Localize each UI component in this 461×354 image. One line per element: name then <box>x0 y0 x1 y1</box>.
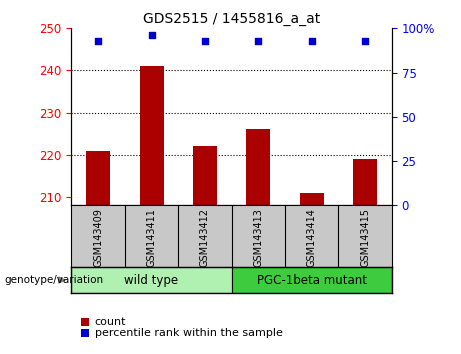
Text: count: count <box>95 317 126 327</box>
Text: genotype/variation: genotype/variation <box>5 275 104 285</box>
Point <box>148 33 155 38</box>
Point <box>95 38 102 44</box>
Text: GSM143412: GSM143412 <box>200 209 210 267</box>
Bar <box>140 66 164 205</box>
Bar <box>86 150 110 205</box>
Bar <box>353 159 377 205</box>
Text: GSM143411: GSM143411 <box>147 209 157 267</box>
Bar <box>246 130 270 205</box>
Point <box>361 38 369 44</box>
Bar <box>231 267 392 293</box>
Text: wild type: wild type <box>124 274 178 286</box>
Text: GSM143413: GSM143413 <box>254 209 263 267</box>
Bar <box>300 193 324 205</box>
Bar <box>193 146 217 205</box>
Text: PGC-1beta mutant: PGC-1beta mutant <box>257 274 367 286</box>
Point <box>254 38 262 44</box>
Text: GSM143409: GSM143409 <box>93 209 103 267</box>
Point <box>308 38 315 44</box>
Text: GSM143415: GSM143415 <box>360 209 370 267</box>
Title: GDS2515 / 1455816_a_at: GDS2515 / 1455816_a_at <box>143 12 320 26</box>
Text: percentile rank within the sample: percentile rank within the sample <box>95 328 283 338</box>
Point <box>201 38 209 44</box>
Text: GSM143414: GSM143414 <box>307 209 317 267</box>
Bar <box>71 267 231 293</box>
